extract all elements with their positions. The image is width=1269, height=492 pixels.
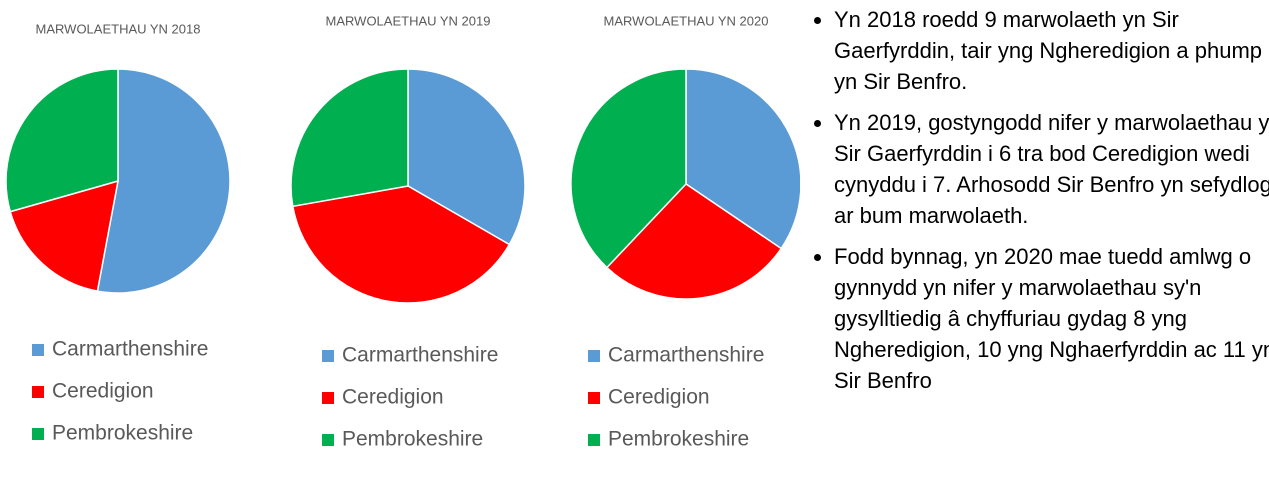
- legend-label: Pembrokeshire: [608, 428, 749, 451]
- legend-swatch: [588, 434, 600, 446]
- pie-slice: [291, 185, 511, 304]
- pie-slice: [605, 183, 783, 300]
- legend-label: Ceredigion: [52, 380, 154, 403]
- legend-swatch: [322, 392, 334, 404]
- legend-swatch: [32, 386, 44, 398]
- pie-slice: [570, 68, 687, 269]
- legend-swatch: [588, 392, 600, 404]
- legend-label: Carmarthenshire: [342, 344, 498, 367]
- legend-swatch: [322, 434, 334, 446]
- charts: MARWOLAETHAU YN 2018 Carmarthenshire Cered…: [5, 13, 800, 451]
- chart-title: MARWOLAETHAU YN 2019: [326, 13, 491, 28]
- legend-label: Ceredigion: [342, 386, 444, 409]
- pie-slice: [9, 179, 119, 292]
- pie-slice: [290, 68, 409, 208]
- pie-slice: [685, 68, 800, 250]
- legend-swatch: [322, 350, 334, 362]
- legend-swatch: [588, 350, 600, 362]
- legend-label: Carmarthenshire: [52, 338, 208, 361]
- pie-slice: [96, 68, 231, 294]
- pie-slice: [5, 68, 119, 213]
- pie-slice: [407, 68, 526, 246]
- legend-swatch: [32, 344, 44, 356]
- bullet: Fodd bynnag, yn 2020 mae tuedd amlwg o g…: [834, 241, 1269, 396]
- bullet: Yn 2019, gostyngodd nifer y marwolaethau…: [834, 107, 1269, 231]
- bullet-list: Yn 2018 roedd 9 marwolaeth yn Sir Gaerfy…: [812, 4, 1269, 406]
- bullet: Yn 2018 roedd 9 marwolaeth yn Sir Gaerfy…: [834, 4, 1269, 97]
- chart-title: MARWOLAETHAU YN 2018: [36, 21, 201, 36]
- legend-label: Carmarthenshire: [608, 344, 764, 367]
- legend-label: Pembrokeshire: [52, 422, 193, 445]
- chart-title: MARWOLAETHAU YN 2020: [604, 13, 769, 28]
- legend-label: Pembrokeshire: [342, 428, 483, 451]
- legend-swatch: [32, 428, 44, 440]
- legend-label: Ceredigion: [608, 386, 710, 409]
